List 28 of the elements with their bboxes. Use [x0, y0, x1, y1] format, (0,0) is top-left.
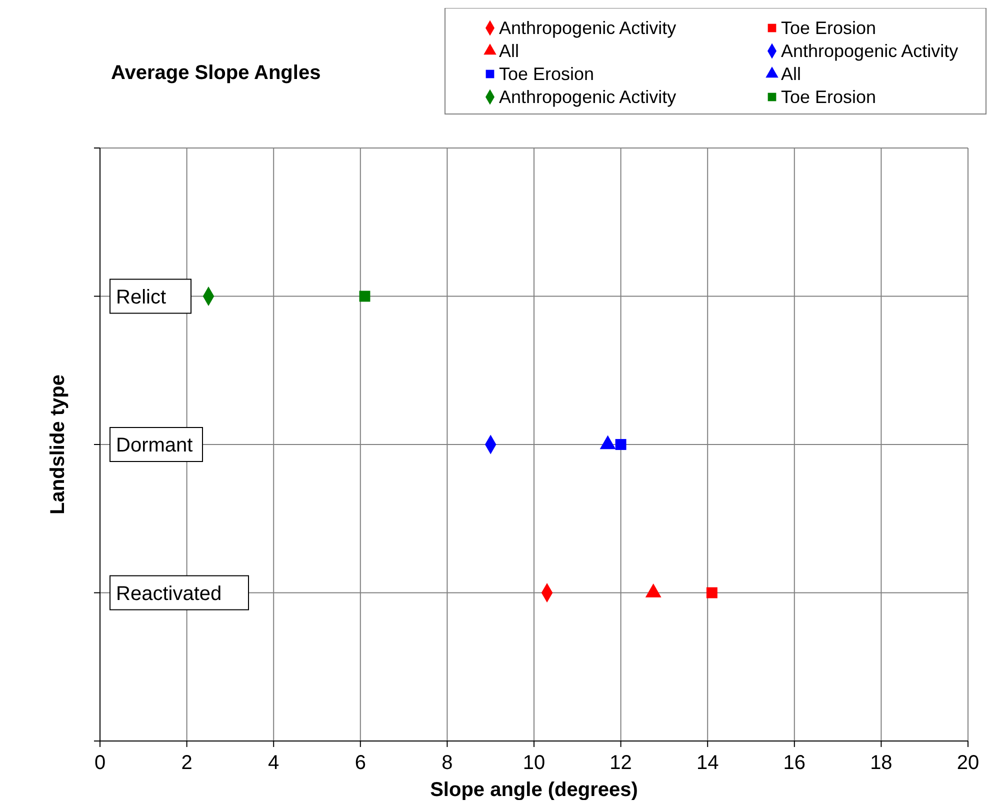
- x-tick-label: 10: [522, 752, 546, 774]
- x-tick-label: 2: [181, 752, 192, 774]
- x-tick-label: 8: [442, 752, 453, 774]
- legend-label: Toe Erosion: [499, 64, 594, 84]
- x-axis-title: Slope angle (degrees): [430, 779, 638, 801]
- x-tick-label: 12: [610, 752, 632, 774]
- y-axis-title: Landslide type: [47, 374, 69, 515]
- x-tick-label: 14: [696, 752, 719, 774]
- x-tick-label: 18: [870, 752, 892, 774]
- y-tick-label: Relict: [116, 286, 166, 308]
- legend-label: Anthropogenic Activity: [781, 41, 958, 61]
- legend-label: Toe Erosion: [781, 18, 876, 38]
- x-tick-label: 0: [94, 752, 106, 774]
- legend-label: Anthropogenic Activity: [499, 18, 676, 38]
- legend-label: Toe Erosion: [781, 87, 876, 107]
- y-tick-label: Reactivated: [116, 582, 222, 605]
- legend-label: All: [499, 41, 520, 61]
- y-tick-label: Dormant: [116, 434, 194, 456]
- point: [359, 290, 370, 302]
- legend-label: Anthropogenic Activity: [499, 87, 676, 107]
- x-tick-label: 6: [354, 752, 366, 774]
- x-tick-label: 4: [268, 752, 280, 774]
- chart-title: Average Slope Angles: [111, 62, 321, 84]
- point: [615, 439, 626, 450]
- x-tick-label: 16: [783, 752, 806, 774]
- point: [706, 587, 718, 598]
- legend-label: All: [781, 64, 802, 84]
- x-tick-label: 20: [956, 752, 980, 774]
